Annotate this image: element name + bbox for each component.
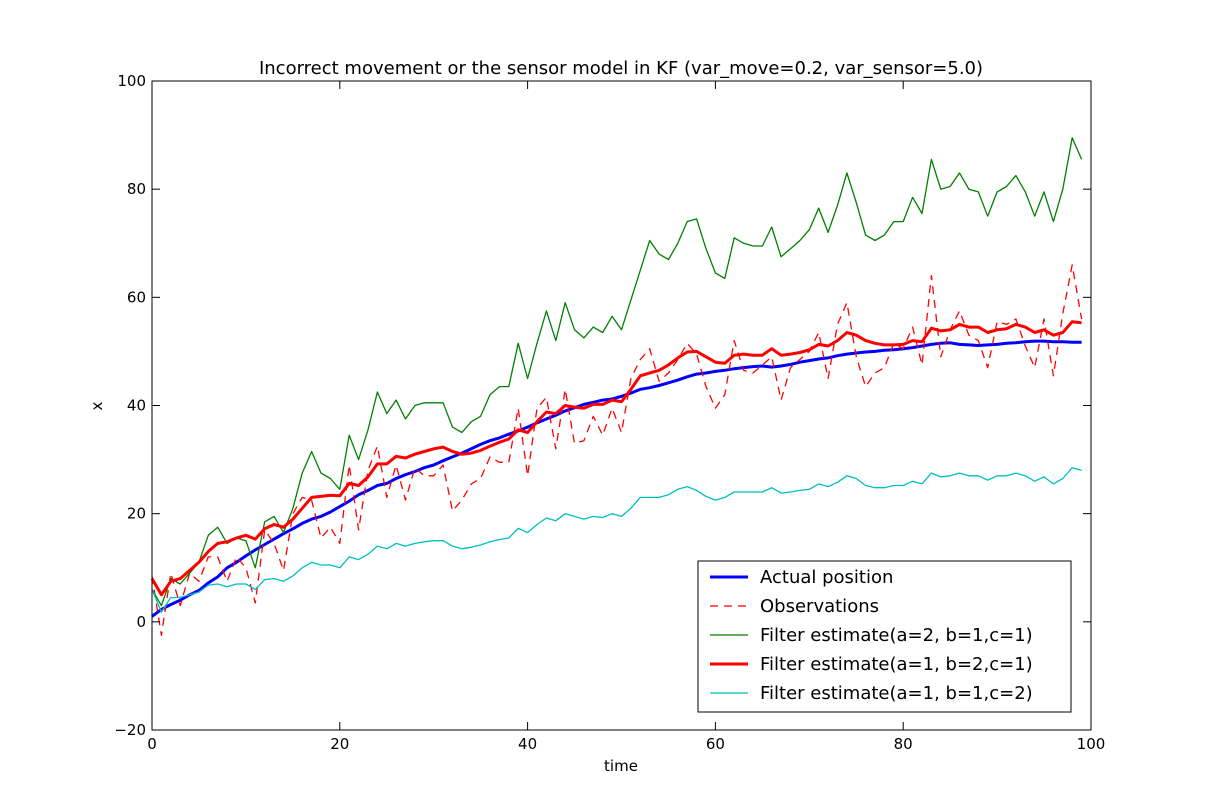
y-tick-label: 20 [127,505,146,523]
y-tick-label: 100 [117,72,146,90]
x-tick-label: 60 [706,735,725,753]
legend: Actual position Observations Filter estima… [697,560,1072,713]
chart-title: Incorrect movement or the sensor model i… [259,58,983,79]
y-tick-label: 60 [127,288,146,306]
x-tick-label: 40 [518,735,537,753]
series-line-1 [151,339,1082,618]
legend-label-2: Observations [760,596,879,617]
series-layer [150,137,1083,637]
y-tick-label: 80 [127,180,146,198]
x-axis-label: time [604,757,638,775]
x-tick-label: 0 [147,735,157,753]
series-line-5 [151,467,1082,613]
y-tick-label: 40 [127,397,146,415]
series-line-2 [151,264,1083,637]
legend-label-1: Actual position [760,567,893,588]
legend-label-3: Filter estimate(a=2, b=1,c=1) [760,625,1033,646]
x-tick-label: 20 [330,735,349,753]
x-tick-label: 80 [894,735,913,753]
series-line-4 [150,320,1082,597]
y-tick-label: −20 [114,721,146,739]
legend-box [697,560,1072,713]
x-tick-label: 100 [1077,735,1106,753]
series-line-3 [151,137,1083,607]
y-axis-label: x [88,401,106,410]
legend-label-4: Filter estimate(a=1, b=2,c=1) [760,654,1033,675]
y-tick-label: 0 [136,613,146,631]
legend-label-5: Filter estimate(a=1, b=1,c=2) [760,683,1033,704]
